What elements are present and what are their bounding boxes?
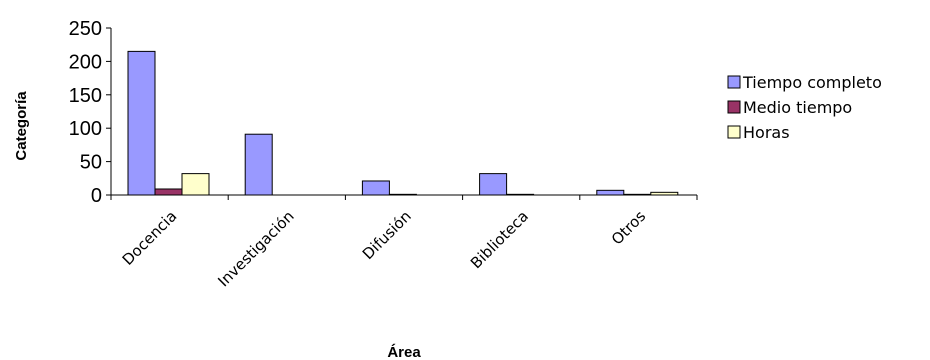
y-axis-title: Categoría xyxy=(13,91,30,161)
bar-medio-tiempo-otros xyxy=(623,193,652,196)
legend-swatch-horas xyxy=(727,125,741,139)
legend-swatch-tiempo-completo xyxy=(727,75,741,89)
x-axis-title: Área xyxy=(387,344,421,360)
legend-label-tiempo-completo: Tiempo completo xyxy=(742,73,882,92)
bar-tiempo-completo-otros xyxy=(596,189,625,196)
legend: Tiempo completo Medio tiempo Horas xyxy=(727,73,882,142)
y-tick-label: 250 xyxy=(69,18,102,40)
bar-medio-tiempo-biblioteca xyxy=(506,193,535,196)
legend-label-horas: Horas xyxy=(743,123,790,142)
bars xyxy=(127,50,679,196)
bar-horas-docencia xyxy=(181,173,210,196)
x-tick-label-difusion: Difusión xyxy=(359,207,415,263)
y-tick-label: 200 xyxy=(69,51,102,73)
y-tick-label: 150 xyxy=(69,85,102,107)
bar-tiempo-completo-difusion xyxy=(361,180,390,196)
y-tick-label: 100 xyxy=(69,118,102,140)
legend-swatch-medio-tiempo xyxy=(727,100,741,114)
y-tick-label: 50 xyxy=(80,152,102,174)
legend-label-medio-tiempo: Medio tiempo xyxy=(743,98,852,117)
x-axis: Docencia Investigación Difusión Biblioteca O… xyxy=(110,194,698,290)
y-tick-label: 0 xyxy=(91,185,102,207)
bar-horas-otros xyxy=(650,191,679,196)
x-tick-label-investigacion: Investigación xyxy=(214,207,297,290)
bar-tiempo-completo-investigacion xyxy=(244,133,273,196)
bar-medio-tiempo-difusion xyxy=(388,193,417,196)
x-tick-label-biblioteca: Biblioteca xyxy=(467,207,532,272)
x-tick-label-otros: Otros xyxy=(608,207,650,249)
y-axis: 0 50 100 150 200 250 xyxy=(69,18,112,207)
bar-tiempo-completo-docencia xyxy=(127,50,156,196)
x-tick-label-docencia: Docencia xyxy=(119,207,181,269)
bar-medio-tiempo-docencia xyxy=(154,188,183,196)
bar-tiempo-completo-biblioteca xyxy=(479,173,508,196)
